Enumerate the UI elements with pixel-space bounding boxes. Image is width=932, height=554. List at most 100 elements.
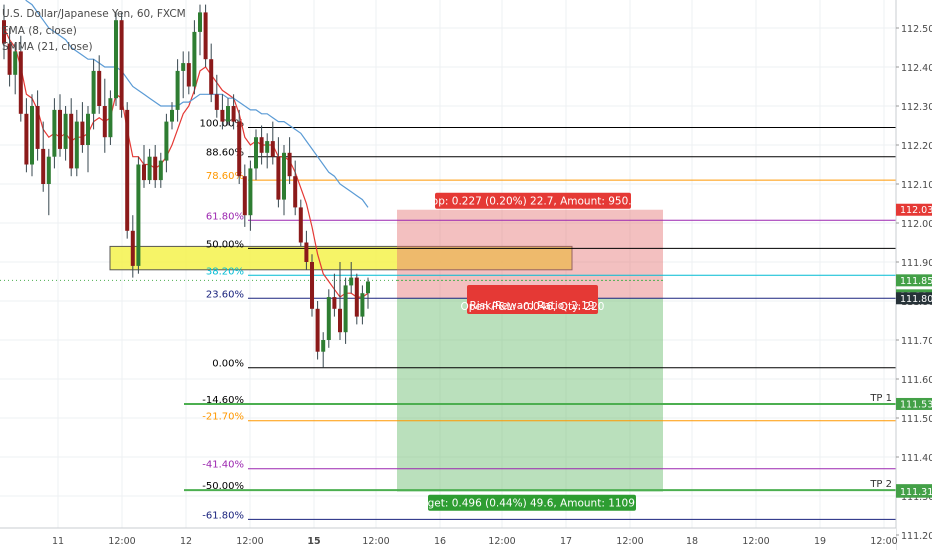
candle-body bbox=[91, 70, 96, 114]
candle-body bbox=[2, 20, 6, 44]
candle-body bbox=[125, 109, 130, 231]
fib-level-label: -50.00% bbox=[202, 481, 244, 492]
price-tick-label: 112.300 bbox=[901, 102, 932, 113]
candle-body bbox=[248, 168, 253, 216]
take-profit-region[interactable] bbox=[397, 298, 663, 492]
candle-body bbox=[170, 109, 174, 122]
fib-level-label: 100.00% bbox=[200, 118, 245, 129]
chart-legend: U.S. Dollar/Japanese Yen, 60, FXCM EMA (… bbox=[2, 8, 186, 53]
candle-body bbox=[226, 106, 230, 122]
price-badge-tp1: 111.536 bbox=[900, 399, 932, 410]
candle-body bbox=[18, 51, 23, 114]
fib-level-label: 78.60% bbox=[206, 171, 244, 182]
candle-body bbox=[7, 43, 12, 75]
candle-body bbox=[282, 152, 286, 200]
candle-body bbox=[58, 109, 62, 149]
time-tick-label: 15 bbox=[307, 536, 320, 547]
candle-body bbox=[108, 98, 113, 138]
candle-body bbox=[270, 141, 275, 157]
candle-body bbox=[242, 176, 247, 216]
candle-body bbox=[142, 164, 146, 181]
fib-level-label: -21.70% bbox=[202, 412, 244, 423]
time-tick-label: 12:00 bbox=[616, 536, 643, 547]
fib-level-label: -14.60% bbox=[202, 395, 244, 406]
candle-body bbox=[366, 281, 370, 294]
candle-body bbox=[186, 63, 191, 87]
candle-body bbox=[119, 20, 124, 110]
candle-body bbox=[315, 308, 320, 352]
fib-level-label: 0.00% bbox=[212, 359, 244, 370]
candle-body bbox=[147, 156, 152, 181]
price-tick-label: 111.900 bbox=[901, 258, 932, 269]
candle-body bbox=[231, 106, 236, 122]
time-tick-label: 12:00 bbox=[362, 536, 389, 547]
fib-level-label: -61.80% bbox=[202, 510, 244, 521]
fib-level-label: 38.20% bbox=[206, 266, 244, 277]
time-tick-label: 12 bbox=[180, 536, 192, 547]
price-badge-background bbox=[896, 274, 932, 287]
candle-body bbox=[52, 109, 57, 157]
candle-body bbox=[102, 106, 107, 138]
take-profit-label: TP 1 bbox=[869, 393, 892, 404]
candle-body bbox=[69, 113, 74, 169]
price-badge-target: 111.311 bbox=[900, 487, 932, 498]
candle-body bbox=[24, 113, 29, 165]
support-resistance-zone bbox=[109, 245, 573, 271]
candle-body bbox=[287, 152, 292, 177]
candle-body bbox=[237, 121, 242, 177]
candle-body bbox=[360, 293, 365, 317]
fibonacci-extension[interactable]: 100.00% 88.60% 78.60% 61.80% 50.00% 38.20% 23.… bbox=[184, 118, 896, 521]
price-axis[interactable]: 112.500 112.400 112.300 112.200 112.100 112.0… bbox=[895, 0, 932, 550]
candle-body bbox=[35, 106, 40, 149]
candle-body bbox=[304, 242, 309, 262]
candle-body bbox=[74, 121, 79, 169]
stop-loss-region[interactable] bbox=[397, 209, 663, 299]
time-axis-background bbox=[0, 528, 896, 550]
time-tick-label: 18 bbox=[686, 536, 698, 547]
stop-label-background bbox=[435, 192, 631, 209]
price-tick-label: 112.500 bbox=[901, 24, 932, 35]
take-profit-label: TP 2 bbox=[869, 479, 892, 490]
risk-reward-label: Risk/Reward Ratio: 2.19 bbox=[470, 300, 595, 312]
candle-body bbox=[298, 207, 303, 243]
stop-label: Stop: 0.227 (0.20%) 22.7, Amount: 950.06 bbox=[421, 196, 645, 208]
candle-body bbox=[310, 262, 314, 309]
candle-body bbox=[220, 109, 225, 122]
price-badge-last: 111.853 bbox=[900, 276, 932, 287]
price-tick-label: 111.500 bbox=[901, 414, 932, 425]
price-tick-label: 112.200 bbox=[901, 141, 932, 152]
candle-body bbox=[86, 113, 90, 145]
candle-body bbox=[198, 12, 202, 32]
fib-level-label: 23.60% bbox=[206, 289, 244, 300]
position-labels: Stop: 0.227 (0.20%) 22.7, Amount: 950.06… bbox=[411, 192, 652, 511]
target-label: Target: 0.496 (0.44%) 49.6, Amount: 1109… bbox=[411, 498, 651, 510]
ema-legend: EMA (8, close) bbox=[2, 25, 77, 37]
candle-body bbox=[175, 70, 180, 110]
smma-line bbox=[25, 0, 369, 208]
time-axis[interactable]: 11 12:00 12 12:00 15 12:00 16 12:00 17 12:00 18 12:… bbox=[0, 527, 898, 550]
price-badge-background bbox=[896, 485, 932, 498]
candle-body bbox=[276, 156, 281, 200]
candle-body bbox=[254, 137, 258, 169]
candle-body bbox=[203, 12, 208, 60]
time-tick-label: 11 bbox=[52, 536, 64, 547]
candle-body bbox=[158, 160, 163, 181]
time-tick-label: 12:00 bbox=[488, 536, 515, 547]
time-tick-label: 12:00 bbox=[742, 536, 769, 547]
candle-body bbox=[114, 20, 118, 99]
price-badge-stop: 112.034 bbox=[900, 205, 932, 216]
candle-body bbox=[321, 340, 326, 352]
candle-body bbox=[332, 297, 337, 309]
time-tick-label: 12:00 bbox=[870, 536, 897, 547]
short-position-tool[interactable] bbox=[0, 209, 663, 492]
fib-level-label: 88.60% bbox=[206, 148, 244, 159]
candle-body bbox=[130, 230, 135, 266]
price-tick-label: 111.700 bbox=[901, 336, 932, 347]
candle-body bbox=[97, 70, 102, 106]
candle-body bbox=[354, 277, 359, 317]
candle-body bbox=[293, 176, 298, 208]
time-tick-label: 17 bbox=[560, 536, 572, 547]
time-tick-label: 12:00 bbox=[236, 536, 263, 547]
